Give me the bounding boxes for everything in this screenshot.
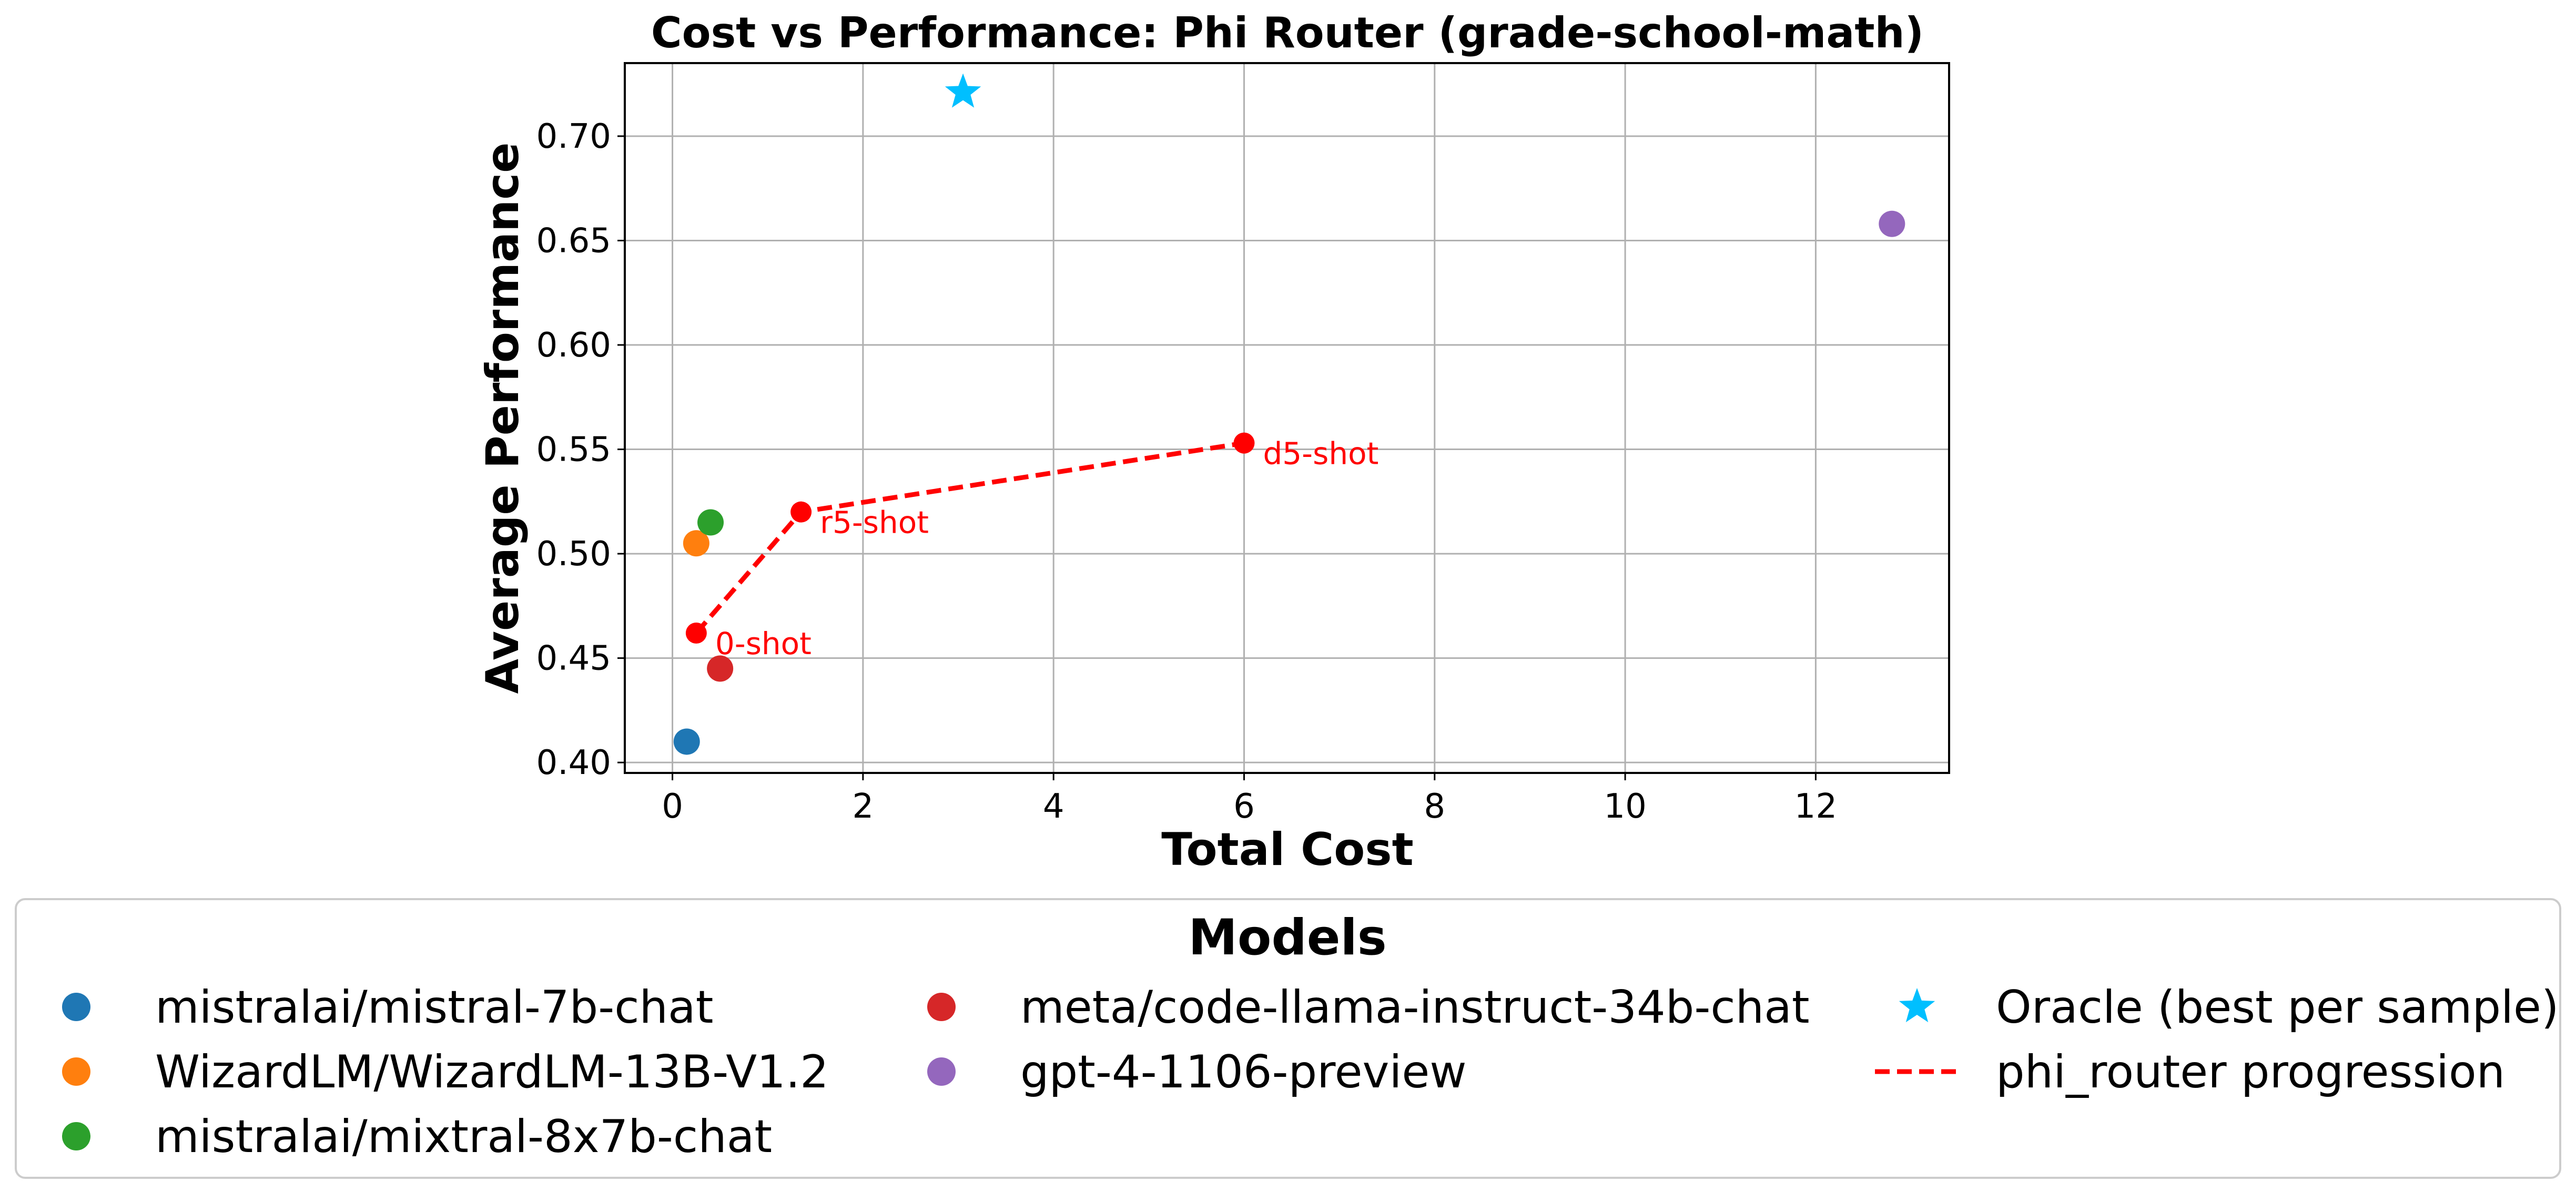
y-tick-label: 0.60 (536, 326, 612, 365)
y-tick-label: 0.40 (536, 743, 612, 782)
y-tick-label: 0.50 (536, 535, 612, 574)
x-tick-label: 0 (662, 787, 683, 826)
axis-ticks: 0 2 4 6 8 10 12 0.40 0.45 0.50 0.55 0.60 0.65 0.70 (536, 117, 1838, 826)
router-point-label: 0-shot (715, 626, 812, 661)
legend-label: meta/code-llama-instruct-34b-chat (1020, 981, 1810, 1034)
grid (625, 63, 1949, 773)
oracle-star (945, 73, 981, 108)
legend-star-swatch (1899, 988, 1935, 1023)
legend-label: mistralai/mixtral-8x7b-chat (155, 1111, 772, 1163)
legend-label: Oracle (best per sample) (1996, 981, 2559, 1034)
y-tick-label: 0.55 (536, 431, 612, 470)
model-point (673, 728, 700, 755)
x-tick-label: 12 (1794, 787, 1837, 826)
router-point-label: r5-shot (820, 505, 929, 541)
legend-swatch (927, 993, 956, 1021)
y-tick-label: 0.65 (536, 222, 612, 261)
legend-swatch (62, 1122, 90, 1150)
legend-frame (15, 898, 2561, 1179)
legend: mistralai/mistral-7b-chat WizardLM/Wizard… (62, 981, 2559, 1163)
x-tick-label: 2 (853, 787, 874, 826)
router-progression-line (694, 441, 1245, 635)
model-point (1879, 210, 1905, 237)
y-tick-label: 0.70 (536, 117, 612, 156)
legend-swatch (927, 1057, 956, 1086)
y-axis-label: Average Performance (476, 142, 529, 694)
legend-label: WizardLM/WizardLM-13B-V1.2 (155, 1046, 829, 1098)
x-tick-label: 6 (1233, 787, 1255, 826)
plot-area (624, 62, 1950, 774)
router-point (685, 622, 707, 644)
legend-label: phi_router progression (1996, 1046, 2505, 1098)
router-point (1233, 432, 1255, 454)
legend-title: Models (1188, 909, 1386, 966)
router-point-label: d5-shot (1263, 436, 1378, 472)
x-tick-label: 8 (1424, 787, 1445, 826)
legend-label: gpt-4-1106-preview (1020, 1046, 1467, 1098)
x-tick-label: 10 (1604, 787, 1646, 826)
data-marks: 0-shot r5-shot d5-shot (673, 73, 1905, 755)
model-point (697, 509, 724, 536)
y-tick-label: 0.45 (536, 639, 612, 678)
model-point (683, 530, 709, 557)
legend-label: mistralai/mistral-7b-chat (155, 981, 713, 1034)
router-point (790, 501, 812, 523)
x-axis-label: Total Cost (1161, 823, 1413, 876)
legend-swatch (62, 1057, 90, 1086)
x-tick-label: 4 (1043, 787, 1064, 826)
chart-title: Cost vs Performance: Phi Router (grade-s… (651, 8, 1924, 57)
legend-swatch (62, 993, 90, 1021)
model-point (707, 655, 734, 682)
